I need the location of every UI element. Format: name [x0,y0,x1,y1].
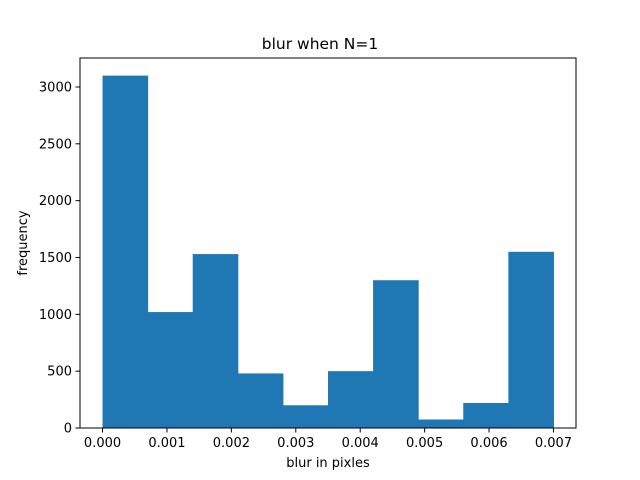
chart-title: blur when N=1 [262,35,379,53]
histogram-bar [282,405,329,428]
bars-group [102,75,554,428]
x-tick-label: 0.005 [406,436,443,451]
y-tick-label: 1500 [39,251,72,266]
y-tick-label: 2000 [39,194,72,209]
x-tick-label: 0.002 [213,436,250,451]
histogram-bar [373,280,419,428]
y-axis-ticks: 0 500 1000 1500 2000 2500 3000 [39,80,80,437]
histogram-bar [147,312,194,428]
x-tick-label: 0.003 [277,436,314,451]
plot-frame [79,57,577,429]
histogram-bar [237,373,284,428]
histogram-bar [418,419,464,428]
x-tick-label: 0.001 [148,436,185,451]
x-tick-label: 0.004 [342,436,379,451]
x-axis-label: blur in pixles [286,456,370,471]
y-tick-label: 0 [64,422,72,437]
y-tick-label: 500 [47,365,72,380]
y-tick-label: 1000 [39,308,72,323]
x-tick-label: 0.006 [470,436,507,451]
x-tick-label: 0.000 [84,436,121,451]
y-tick-label: 3000 [39,80,72,95]
y-axis-label: frequency [16,210,31,276]
x-axis-ticks: 0.000 0.001 0.002 0.003 0.004 0.005 0.006 0.007 [84,428,572,451]
histogram-bar [508,251,554,428]
histogram-bar [192,254,239,428]
histogram-bar [463,402,509,428]
x-tick-label: 0.007 [535,436,572,451]
histogram-bar [102,75,149,428]
histogram-bar [328,371,374,428]
y-tick-label: 2500 [39,137,72,152]
